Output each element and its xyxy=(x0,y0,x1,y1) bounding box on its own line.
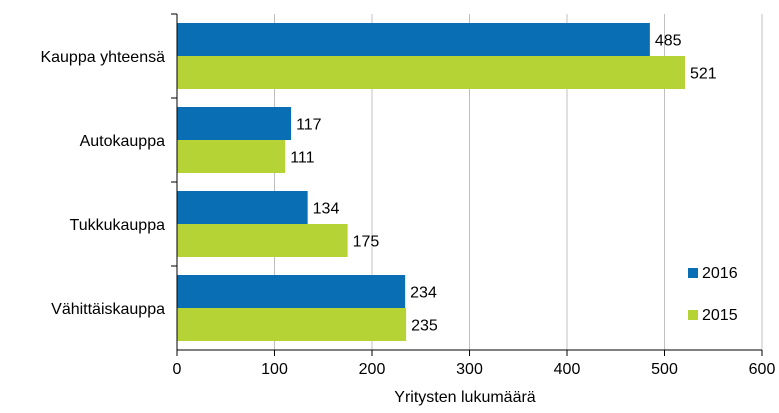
category-label: Autokauppa xyxy=(80,133,166,150)
bar-2016 xyxy=(177,23,650,56)
bar-value-label: 175 xyxy=(353,234,380,251)
bar-value-label: 485 xyxy=(655,33,682,50)
x-tick-label: 100 xyxy=(261,361,288,378)
bars xyxy=(177,23,685,341)
bar-2016 xyxy=(177,275,406,308)
bar-value-label: 235 xyxy=(411,318,438,335)
bar-value-label: 134 xyxy=(313,201,340,218)
bar-2015 xyxy=(177,56,685,89)
bar-2015 xyxy=(177,308,407,341)
legend-swatch-2016 xyxy=(688,268,698,278)
x-tick-label: 600 xyxy=(749,361,776,378)
bar-value-label: 111 xyxy=(290,150,314,167)
x-tick-label: 400 xyxy=(554,361,581,378)
legend-swatch-2015 xyxy=(688,310,698,320)
data-labels: 485 521 117 111 134 175 234 235 xyxy=(290,33,717,335)
x-axis-title: Yritysten lukumäärä xyxy=(394,389,535,406)
x-tick-label: 300 xyxy=(456,361,483,378)
bar-2016 xyxy=(177,191,308,224)
category-label: Tukkukauppa xyxy=(70,217,166,234)
bar-2015 xyxy=(177,140,286,173)
bar-2015 xyxy=(177,224,348,257)
category-label: Vähittäiskauppa xyxy=(51,301,165,318)
bar-value-label: 117 xyxy=(296,117,322,134)
axes: 0 100 200 300 400 500 600 Kauppa yhteensä Autoka… xyxy=(40,13,776,378)
x-tick-label: 200 xyxy=(359,361,386,378)
x-tick-label: 0 xyxy=(173,361,182,378)
bar-2016 xyxy=(177,107,292,140)
legend-label: 2015 xyxy=(702,307,738,324)
legend-label: 2016 xyxy=(702,265,738,282)
bar-value-label: 234 xyxy=(410,285,437,302)
bar-value-label: 521 xyxy=(690,66,717,83)
category-label: Kauppa yhteensä xyxy=(40,49,165,66)
x-tick-label: 500 xyxy=(651,361,678,378)
legend: 2016 2015 xyxy=(688,265,738,324)
